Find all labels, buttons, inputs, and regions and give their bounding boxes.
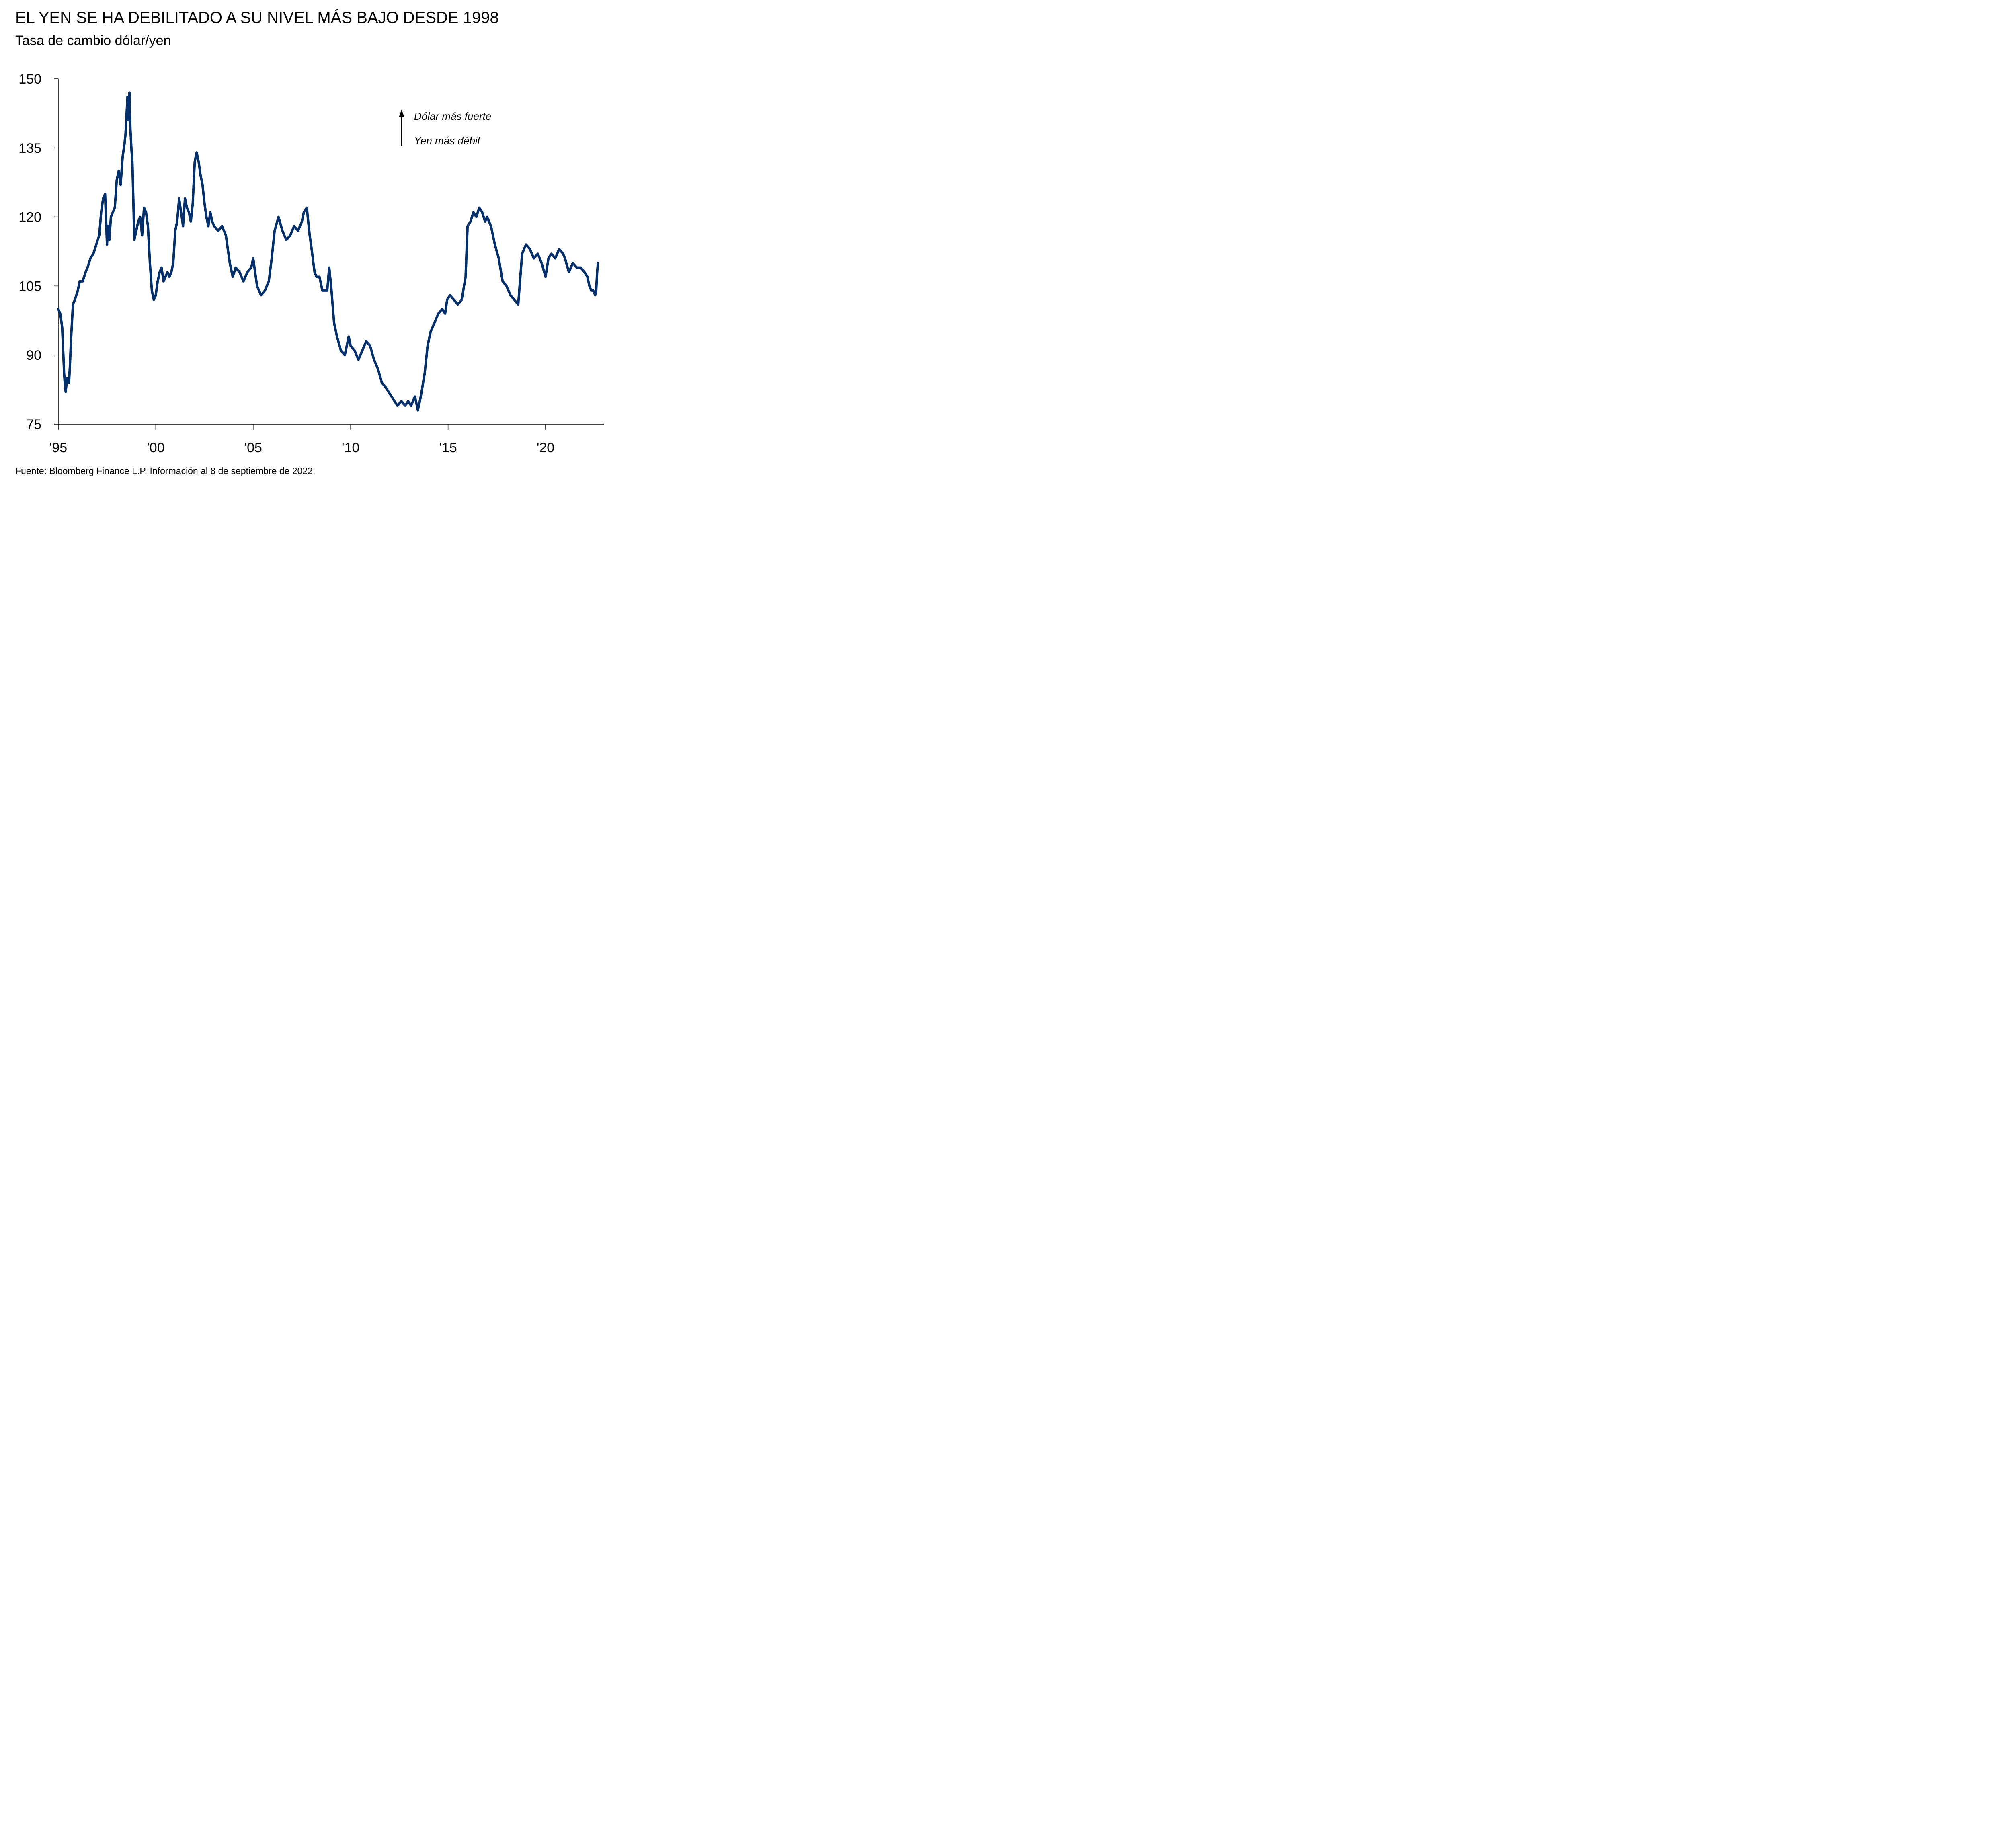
annotation-dollar-stronger: Dólar más fuerte bbox=[414, 110, 491, 122]
y-tick-label: 75 bbox=[26, 417, 41, 432]
y-tick-label: 150 bbox=[18, 72, 41, 87]
y-tick-label: 120 bbox=[18, 210, 41, 225]
y-tick-label: 105 bbox=[18, 279, 41, 294]
y-tick-label: 135 bbox=[18, 141, 41, 156]
chart-title: EL YEN SE HA DEBILITADO A SU NIVEL MÁS B… bbox=[15, 9, 499, 27]
arrow-up-icon bbox=[399, 109, 404, 117]
x-tick-label: '95 bbox=[49, 440, 67, 455]
chart-area: 75 90 105 120 135 150 '95 '00 '05 '10 '15 '20 Dóla… bbox=[18, 72, 604, 455]
x-tick-label: '15 bbox=[439, 440, 457, 455]
annotation: Dólar más fuerte Yen más débil bbox=[399, 109, 491, 147]
series-line-usd-jpy bbox=[57, 91, 599, 412]
x-tick-label: '10 bbox=[342, 440, 359, 455]
x-tick-label: '20 bbox=[537, 440, 554, 455]
y-ticks: 75 90 105 120 135 150 bbox=[18, 72, 58, 432]
chart-subtitle: Tasa de cambio dólar/yen bbox=[15, 33, 171, 48]
y-tick-label: 90 bbox=[26, 348, 41, 363]
x-tick-label: '00 bbox=[147, 440, 164, 455]
x-tick-label: '05 bbox=[244, 440, 262, 455]
annotation-yen-weaker: Yen más débil bbox=[414, 135, 480, 147]
source-note: Fuente: Bloomberg Finance L.P. Informaci… bbox=[15, 466, 316, 476]
x-ticks: '95 '00 '05 '10 '15 '20 bbox=[49, 424, 554, 455]
axes bbox=[58, 79, 604, 425]
